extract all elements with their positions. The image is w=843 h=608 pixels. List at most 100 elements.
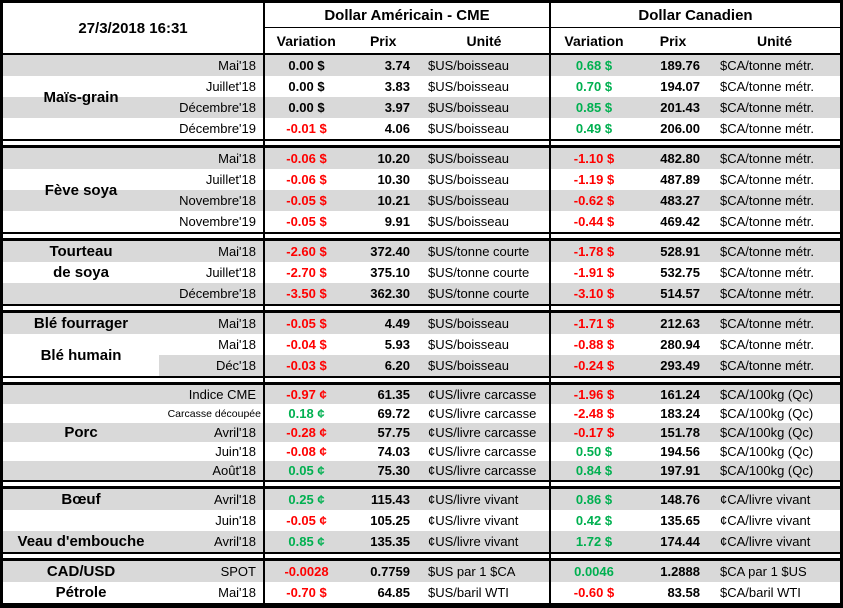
ca-price-cell: 83.58 [637, 582, 709, 603]
ca-prix-column-header: Prix [659, 32, 687, 49]
table-row: Déc'18 -0.03 $6.20 $US/boisseau -0.24 $293.… [3, 355, 840, 376]
commodity-label-spacer [3, 190, 159, 211]
ca-unit-cell: $CA/tonne métr. [709, 334, 840, 355]
us-variation-cell: 0.18 ¢ [265, 404, 348, 423]
us-price-cell: 362.30 [348, 283, 420, 304]
commodity-section: Mai'18 -0.06 $10.20 $US/boisseau -1.10 $482… [3, 148, 840, 232]
us-unit-cell: ¢US/livre vivant [420, 531, 551, 552]
ca-variation-cell: 1.72 $ [551, 531, 637, 552]
ca-variation-cell: -0.88 $ [551, 334, 637, 355]
ca-unit-cell: $CA/tonne métr. [709, 169, 840, 190]
us-dollar-header-block: Dollar Américain - CME Variation Prix Un… [265, 3, 551, 53]
commodity-section: Mai'18 -2.60 $372.40 $US/tonne courte -1.78… [3, 241, 840, 304]
ca-price-cell: 135.65 [637, 510, 709, 531]
table-row: Mai'18 -0.06 $10.20 $US/boisseau -1.10 $482… [3, 148, 840, 169]
us-unit-cell: ¢US/livre carcasse [420, 442, 551, 461]
table-row: Mai'18 -0.70 $64.85 $US/baril WTI -0.60 $83… [3, 582, 840, 603]
month-cell: Décembre'19 [159, 118, 265, 139]
us-price-cell: 9.91 [348, 211, 420, 232]
us-unit-cell: $US/boisseau [420, 148, 551, 169]
separator-segment [3, 141, 265, 145]
us-unit-cell: ¢US/livre carcasse [420, 385, 551, 404]
table-row: Juin'18 -0.05 ¢ 105.25 ¢US/livre vivant 0.42… [3, 510, 840, 531]
month-cell: Décembre'18 [159, 97, 265, 118]
commodity-label-spacer [3, 169, 159, 190]
ca-variation-cell: 0.70 $ [551, 76, 637, 97]
ca-price-cell: 469.42 [637, 211, 709, 232]
us-variation-cell: -0.05 $ [265, 313, 348, 334]
commodity-label-spacer [3, 489, 159, 510]
ca-price-cell: 532.75 [637, 262, 709, 283]
separator-segment [3, 378, 265, 382]
us-variation-cell: 0.25 ¢ [265, 489, 348, 510]
commodity-label-spacer [3, 148, 159, 169]
section-separator [3, 552, 840, 561]
table-row: Mai'18 -2.60 $372.40 $US/tonne courte -1.78… [3, 241, 840, 262]
commodity-label-spacer [3, 582, 159, 603]
commodity-label-spacer [3, 461, 159, 480]
section-separator [3, 376, 840, 385]
ca-price-cell: 174.44 [637, 531, 709, 552]
us-variation-cell: 0.05 ¢ [265, 461, 348, 480]
ca-unit-cell: $CA/100kg (Qc) [709, 461, 840, 480]
table-row: Août'18 0.05 ¢ 75.30 ¢US/livre carcasse 0.84… [3, 461, 840, 480]
us-variation-cell: -0.01 $ [265, 118, 348, 139]
us-price-cell: 10.21 [348, 190, 420, 211]
us-variation-cell: -0.70 $ [265, 582, 348, 603]
table-row: Novembre'18 -0.05 $10.21 $US/boisseau -0.62… [3, 190, 840, 211]
us-price-cell: 4.49 [348, 313, 420, 334]
ca-variation-cell: -2.48 $ [551, 404, 637, 423]
ca-price-cell: 148.76 [637, 489, 709, 510]
ca-variation-cell: 0.50 $ [551, 442, 637, 461]
ca-price-cell: 183.24 [637, 404, 709, 423]
ca-unit-cell: $CA/100kg (Qc) [709, 442, 840, 461]
month-cell: Mai'18 [159, 334, 265, 355]
ca-variation-cell: -1.78 $ [551, 241, 637, 262]
us-variation-cell: -0.06 $ [265, 169, 348, 190]
ca-variation-cell: -1.71 $ [551, 313, 637, 334]
us-unit-cell: ¢US/livre carcasse [420, 404, 551, 423]
us-price-cell: 57.75 [348, 423, 420, 442]
separator-segment [265, 141, 551, 145]
separator-segment [551, 306, 840, 310]
table-row: Juillet'18 -2.70 $375.10 $US/tonne courte -… [3, 262, 840, 283]
commodity-label-spacer [3, 241, 159, 262]
commodity-label-spacer [3, 55, 159, 76]
table-row: Avril'18 -0.28 ¢ 57.75 ¢US/livre carcasse -0… [3, 423, 840, 442]
us-variation-cell: -0.05 $ [265, 190, 348, 211]
us-variation-column-header: Variation [276, 32, 336, 49]
us-variation-cell: 0.00 $ [265, 76, 348, 97]
ca-unite-column-header: Unité [757, 32, 792, 49]
month-cell: Juillet'18 [159, 262, 265, 283]
table-row: Carcasse découpée 0.18 ¢ 69.72 ¢US/livre ca… [3, 404, 840, 423]
ca-variation-cell: -0.62 $ [551, 190, 637, 211]
commodity-label-spacer [3, 334, 159, 355]
us-variation-cell: -0.08 ¢ [265, 442, 348, 461]
ca-price-cell: 212.63 [637, 313, 709, 334]
ca-unit-cell: $CA/tonne métr. [709, 55, 840, 76]
us-subheader-row: Variation Prix Unité [265, 28, 549, 53]
commodity-label-spacer [3, 510, 159, 531]
table-row: Avril'18 0.85 ¢ 135.35 ¢US/livre vivant 1.72… [3, 531, 840, 552]
ca-variation-cell: 0.42 $ [551, 510, 637, 531]
separator-segment [3, 234, 265, 238]
us-variation-cell: -0.06 $ [265, 148, 348, 169]
commodity-label-spacer [3, 404, 159, 423]
us-price-cell: 3.97 [348, 97, 420, 118]
us-variation-cell: -0.03 $ [265, 355, 348, 376]
us-price-cell: 0.7759 [348, 561, 420, 582]
us-unit-cell: $US/boisseau [420, 76, 551, 97]
ca-unit-cell: $CA/100kg (Qc) [709, 385, 840, 404]
commodity-section: Indice CME -0.97 ¢ 61.35 ¢US/livre carcasse… [3, 385, 840, 480]
table-row: Mai'18 -0.04 $5.93 $US/boisseau -0.88 $280.… [3, 334, 840, 355]
us-variation-cell: -0.0028 [265, 561, 348, 582]
ca-variation-cell: 0.68 $ [551, 55, 637, 76]
separator-segment [551, 378, 840, 382]
us-price-cell: 69.72 [348, 404, 420, 423]
commodity-section: SPOT -0.0028 0.7759 $US par 1 $CA 0.0046 1.28… [3, 561, 840, 603]
us-unit-cell: ¢US/livre carcasse [420, 423, 551, 442]
ca-price-cell: 487.89 [637, 169, 709, 190]
commodity-section: Avril'18 0.25 ¢ 115.43 ¢US/livre vivant 0.86… [3, 489, 840, 552]
us-unit-cell: $US/boisseau [420, 211, 551, 232]
us-unite-column-header: Unité [466, 32, 502, 49]
